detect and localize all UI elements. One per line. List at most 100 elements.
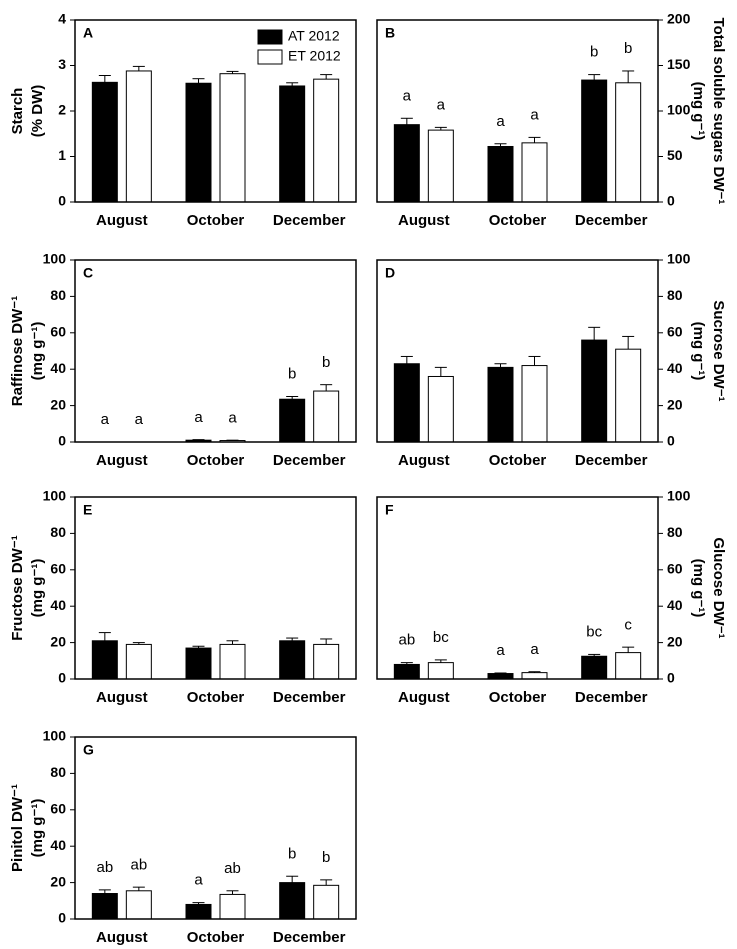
panel-label: F [385, 502, 394, 518]
significance-letter: a [194, 872, 203, 889]
bar [219, 643, 246, 680]
panel-label: E [83, 502, 92, 518]
significance-letter: bc [586, 624, 602, 641]
y2-tick-label: 40 [667, 597, 683, 613]
x-tick-label: December [273, 929, 346, 946]
bar [313, 78, 340, 203]
bar [521, 365, 548, 443]
plot-frame [74, 496, 357, 680]
bar [615, 82, 642, 203]
bar [219, 893, 246, 920]
y-tick-label: 20 [50, 396, 66, 412]
bar [219, 73, 246, 203]
significance-letter: b [288, 366, 296, 383]
bar [487, 366, 514, 443]
significance-letter: a [437, 97, 446, 114]
x-tick-label: December [575, 212, 648, 229]
y2-tick-label: 100 [667, 488, 691, 504]
plot-frame [376, 496, 659, 680]
x-tick-label: August [96, 212, 148, 229]
x-tick-label: December [273, 212, 346, 229]
x-tick-label: October [187, 689, 245, 706]
y-tick-label: 4 [58, 11, 66, 27]
bar [91, 640, 118, 680]
significance-letter: a [496, 642, 505, 659]
axis-label: (mg g⁻¹) [29, 799, 46, 858]
y-tick-label: 3 [58, 56, 66, 72]
significance-letter: ab [224, 860, 241, 877]
y2-tick-label: 20 [667, 396, 683, 412]
axis-label: Fructose DW⁻¹ [9, 535, 26, 640]
x-tick-label: December [575, 689, 648, 706]
axis-label: Starch [9, 88, 26, 135]
plot-frame [376, 259, 659, 443]
y2-tick-label: 0 [667, 193, 675, 209]
x-tick-label: December [575, 452, 648, 469]
bar [615, 348, 642, 443]
bar [393, 363, 420, 443]
x-tick-label: August [96, 452, 148, 469]
significance-letter: a [194, 409, 203, 426]
y2-tick-label: 50 [667, 147, 683, 163]
legend-swatch [257, 49, 283, 65]
y-tick-label: 1 [58, 147, 66, 163]
bar [427, 662, 454, 680]
bar [521, 142, 548, 203]
significance-letter: a [228, 409, 237, 426]
x-tick-label: October [489, 689, 547, 706]
y-tick-label: 0 [58, 433, 66, 449]
significance-letter: b [322, 849, 330, 866]
significance-letter: b [322, 354, 330, 371]
y-tick-label: 0 [58, 193, 66, 209]
x-tick-label: October [187, 452, 245, 469]
bar [313, 643, 340, 680]
plot-frame [74, 259, 357, 443]
bar [427, 129, 454, 203]
bar [125, 890, 152, 920]
x-tick-label: October [187, 929, 245, 946]
significance-letter: b [590, 44, 598, 61]
axis-label: Glucose DW⁻¹ [710, 537, 727, 638]
plot-frame [74, 19, 357, 203]
bar [521, 672, 548, 680]
bar [581, 655, 608, 680]
x-tick-label: October [489, 452, 547, 469]
bar [393, 663, 420, 680]
legend-label: ET 2012 [288, 48, 341, 64]
axis-label: (mg g⁻¹) [29, 322, 46, 381]
bar [91, 81, 118, 203]
bar [487, 673, 514, 680]
bar [279, 85, 306, 203]
x-tick-label: August [398, 689, 450, 706]
significance-letter: a [530, 641, 539, 658]
significance-letter: a [403, 87, 412, 104]
y-tick-label: 60 [50, 561, 66, 577]
x-tick-label: December [273, 689, 346, 706]
axis-label: Total soluble sugars DW⁻¹ [710, 18, 727, 205]
y-tick-label: 80 [50, 764, 66, 780]
y2-tick-label: 200 [667, 11, 691, 27]
y2-tick-label: 60 [667, 324, 683, 340]
significance-letter: c [624, 616, 632, 633]
panel-label: C [83, 265, 93, 281]
plot-frame [74, 736, 357, 920]
x-tick-label: August [398, 452, 450, 469]
significance-letter: b [288, 845, 296, 862]
y-tick-label: 100 [43, 728, 67, 744]
x-tick-label: October [489, 212, 547, 229]
axis-label: Sucrose DW⁻¹ [710, 300, 727, 401]
y-tick-label: 60 [50, 324, 66, 340]
axis-label: (mg g⁻¹) [690, 82, 707, 141]
y2-tick-label: 100 [667, 251, 691, 267]
bar [279, 882, 306, 920]
y-tick-label: 80 [50, 287, 66, 303]
significance-letter: a [135, 411, 144, 428]
y-tick-label: 60 [50, 801, 66, 817]
bar [581, 79, 608, 203]
panel-label: D [385, 265, 395, 281]
axis-label: (% DW) [29, 85, 46, 138]
x-tick-label: December [273, 452, 346, 469]
y-tick-label: 40 [50, 597, 66, 613]
y-tick-label: 20 [50, 873, 66, 889]
